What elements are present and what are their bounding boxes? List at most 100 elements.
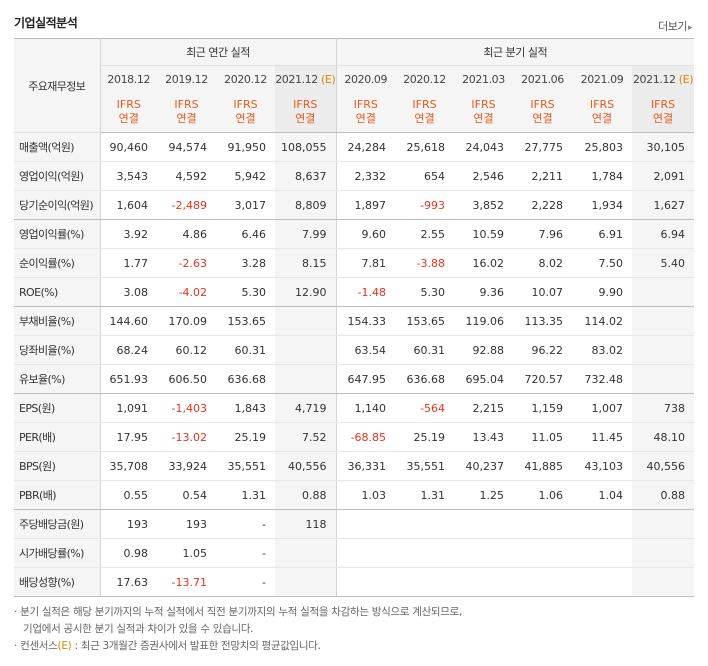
- table-cell: 193: [100, 509, 157, 539]
- period-header: 2021.09: [572, 65, 633, 92]
- table-cell: -2.63: [157, 248, 216, 278]
- table-cell: 7.52: [275, 422, 337, 452]
- row-label: 매출액(억원): [14, 132, 101, 162]
- table-cell: 1.03: [336, 480, 396, 510]
- table-cell: 4.86: [157, 219, 216, 249]
- table-cell: [632, 277, 695, 307]
- table-cell: 1,627: [632, 190, 695, 220]
- basis-consolidated: 연결: [591, 112, 613, 125]
- table-cell: 96.22: [513, 335, 573, 365]
- table-cell: 2,332: [336, 161, 396, 191]
- table-cell: 8,637: [275, 161, 337, 191]
- table-cell: 68.24: [100, 335, 157, 365]
- table-cell: [632, 567, 695, 597]
- table-cell: 9.36: [454, 277, 514, 307]
- table-cell: 1.05: [157, 538, 216, 568]
- table-cell: 10.59: [454, 219, 514, 249]
- table-row: PBR(배) 0.55 0.54 1.31 0.88 1.03 1.31 1.25 1.06 1.…: [14, 480, 695, 510]
- table-cell: -564: [395, 393, 455, 423]
- table-cell: 113.35: [513, 306, 573, 336]
- table-cell: 6.94: [632, 219, 695, 249]
- table-cell: 153.65: [395, 306, 455, 336]
- basis-consolidated: 연결: [355, 112, 376, 125]
- basis-ifrs: IFRS: [353, 98, 378, 111]
- table-cell: 606.50: [157, 364, 216, 394]
- basis-ifrs: IFRS: [233, 98, 258, 111]
- period-header: 2021.03: [454, 65, 514, 92]
- table-cell: 1,784: [572, 161, 633, 191]
- row-label: 시가배당률(%): [14, 538, 101, 568]
- table-row: 부채비율(%) 144.60 170.09 153.65 154.33 153.65 119…: [14, 306, 695, 336]
- table-cell: [395, 509, 455, 539]
- table-cell: 7.96: [513, 219, 573, 249]
- period-label: 2020.12: [403, 72, 446, 86]
- note-2-est: (E): [57, 640, 72, 652]
- table-cell: [454, 538, 514, 568]
- note-2-text: : 최근 3개월간 증권사에서 발표한 전망치의 평균값입니다.: [71, 640, 321, 652]
- table-cell: 5.40: [632, 248, 695, 278]
- table-cell: 651.93: [100, 364, 157, 394]
- table-cell: 8.15: [275, 248, 337, 278]
- period-header: 2018.12: [100, 65, 157, 92]
- table-cell: 114.02: [572, 306, 633, 336]
- table-cell: 2.55: [395, 219, 455, 249]
- table-cell: 2,546: [454, 161, 514, 191]
- quarter-group-header: 최근 분기 실적: [336, 38, 695, 66]
- table-cell: -: [216, 538, 275, 568]
- table-cell: 4,719: [275, 393, 337, 423]
- table-cell: 16.02: [454, 248, 514, 278]
- table-cell: 1.04: [572, 480, 633, 510]
- table-row: 배당성향(%) 17.63 -13.71-: [14, 567, 695, 597]
- table-cell: 91,950: [216, 132, 275, 162]
- table-cell: 8.02: [513, 248, 573, 278]
- table-cell: 1.31: [395, 480, 455, 510]
- table-cell: 3,543: [100, 161, 157, 191]
- table-cell: 25,803: [572, 132, 633, 162]
- table-cell: [454, 567, 514, 597]
- basis-ifrs: IFRS: [530, 98, 555, 111]
- table-cell: 5,942: [216, 161, 275, 191]
- table-cell: 25,618: [395, 132, 455, 162]
- section-title: 기업실적분석: [14, 16, 78, 30]
- table-cell: 90,460: [100, 132, 157, 162]
- table-cell: 11.45: [572, 422, 633, 452]
- note-2: · 컨센서스(E) : 최근 3개월간 증권사에서 발표한 전망치의 평균값입니…: [14, 640, 321, 652]
- row-label: ROE(%): [14, 277, 101, 307]
- table-cell: -: [216, 567, 275, 597]
- basis-ifrs: IFRS: [174, 98, 199, 111]
- basis-ifrs: IFRS: [589, 98, 615, 111]
- table-cell: 35,551: [395, 451, 455, 481]
- table-cell: 36,331: [336, 451, 396, 481]
- basis-header: IFRS 연결: [157, 92, 216, 133]
- header-label: 주요재무정보: [14, 38, 101, 133]
- estimate-marker: (E): [321, 72, 336, 86]
- table-cell: [275, 335, 337, 365]
- basis-consolidated: 연결: [414, 112, 435, 125]
- table-cell: 94,574: [157, 132, 216, 162]
- row-label: 배당성향(%): [14, 567, 101, 597]
- table-cell: 647.95: [336, 364, 396, 394]
- table-cell: [572, 538, 633, 568]
- table-row: 영업이익(억원) 3,543 4,592 5,942 8,637 2,332 654 2,54…: [14, 161, 695, 191]
- table-row: ROE(%) 3.08 -4.02 5.30 12.90 -1.48 5.30 9.36 10.…: [14, 277, 695, 307]
- table-row: 영업이익률(%) 3.92 4.86 6.46 7.99 9.60 2.55 10.59 7.9…: [14, 219, 695, 249]
- table-cell: 24,284: [336, 132, 396, 162]
- table-cell: 35,708: [100, 451, 157, 481]
- table-cell: 33,924: [157, 451, 216, 481]
- row-label: 영업이익률(%): [14, 219, 101, 249]
- table-cell: 2,215: [454, 393, 514, 423]
- table-row: 유보율(%) 651.93 606.50 636.68 647.95 636.68 695.…: [14, 364, 695, 394]
- table-cell: 48.10: [632, 422, 695, 452]
- more-link[interactable]: 더보기▸: [658, 18, 692, 34]
- table-cell: 0.88: [632, 480, 695, 510]
- period-header: 2020.12: [216, 65, 275, 92]
- basis-consolidated: 연결: [652, 112, 674, 125]
- basis-consolidated: 연결: [532, 112, 553, 125]
- table-cell: 40,556: [275, 451, 337, 481]
- table-cell: 3,852: [454, 190, 514, 220]
- period-header: 2020.12: [395, 65, 455, 92]
- basis-consolidated: 연결: [235, 112, 256, 125]
- table-cell: 1,140: [336, 393, 396, 423]
- table-cell: [275, 306, 337, 336]
- basis-header: IFRS 연결: [275, 92, 337, 133]
